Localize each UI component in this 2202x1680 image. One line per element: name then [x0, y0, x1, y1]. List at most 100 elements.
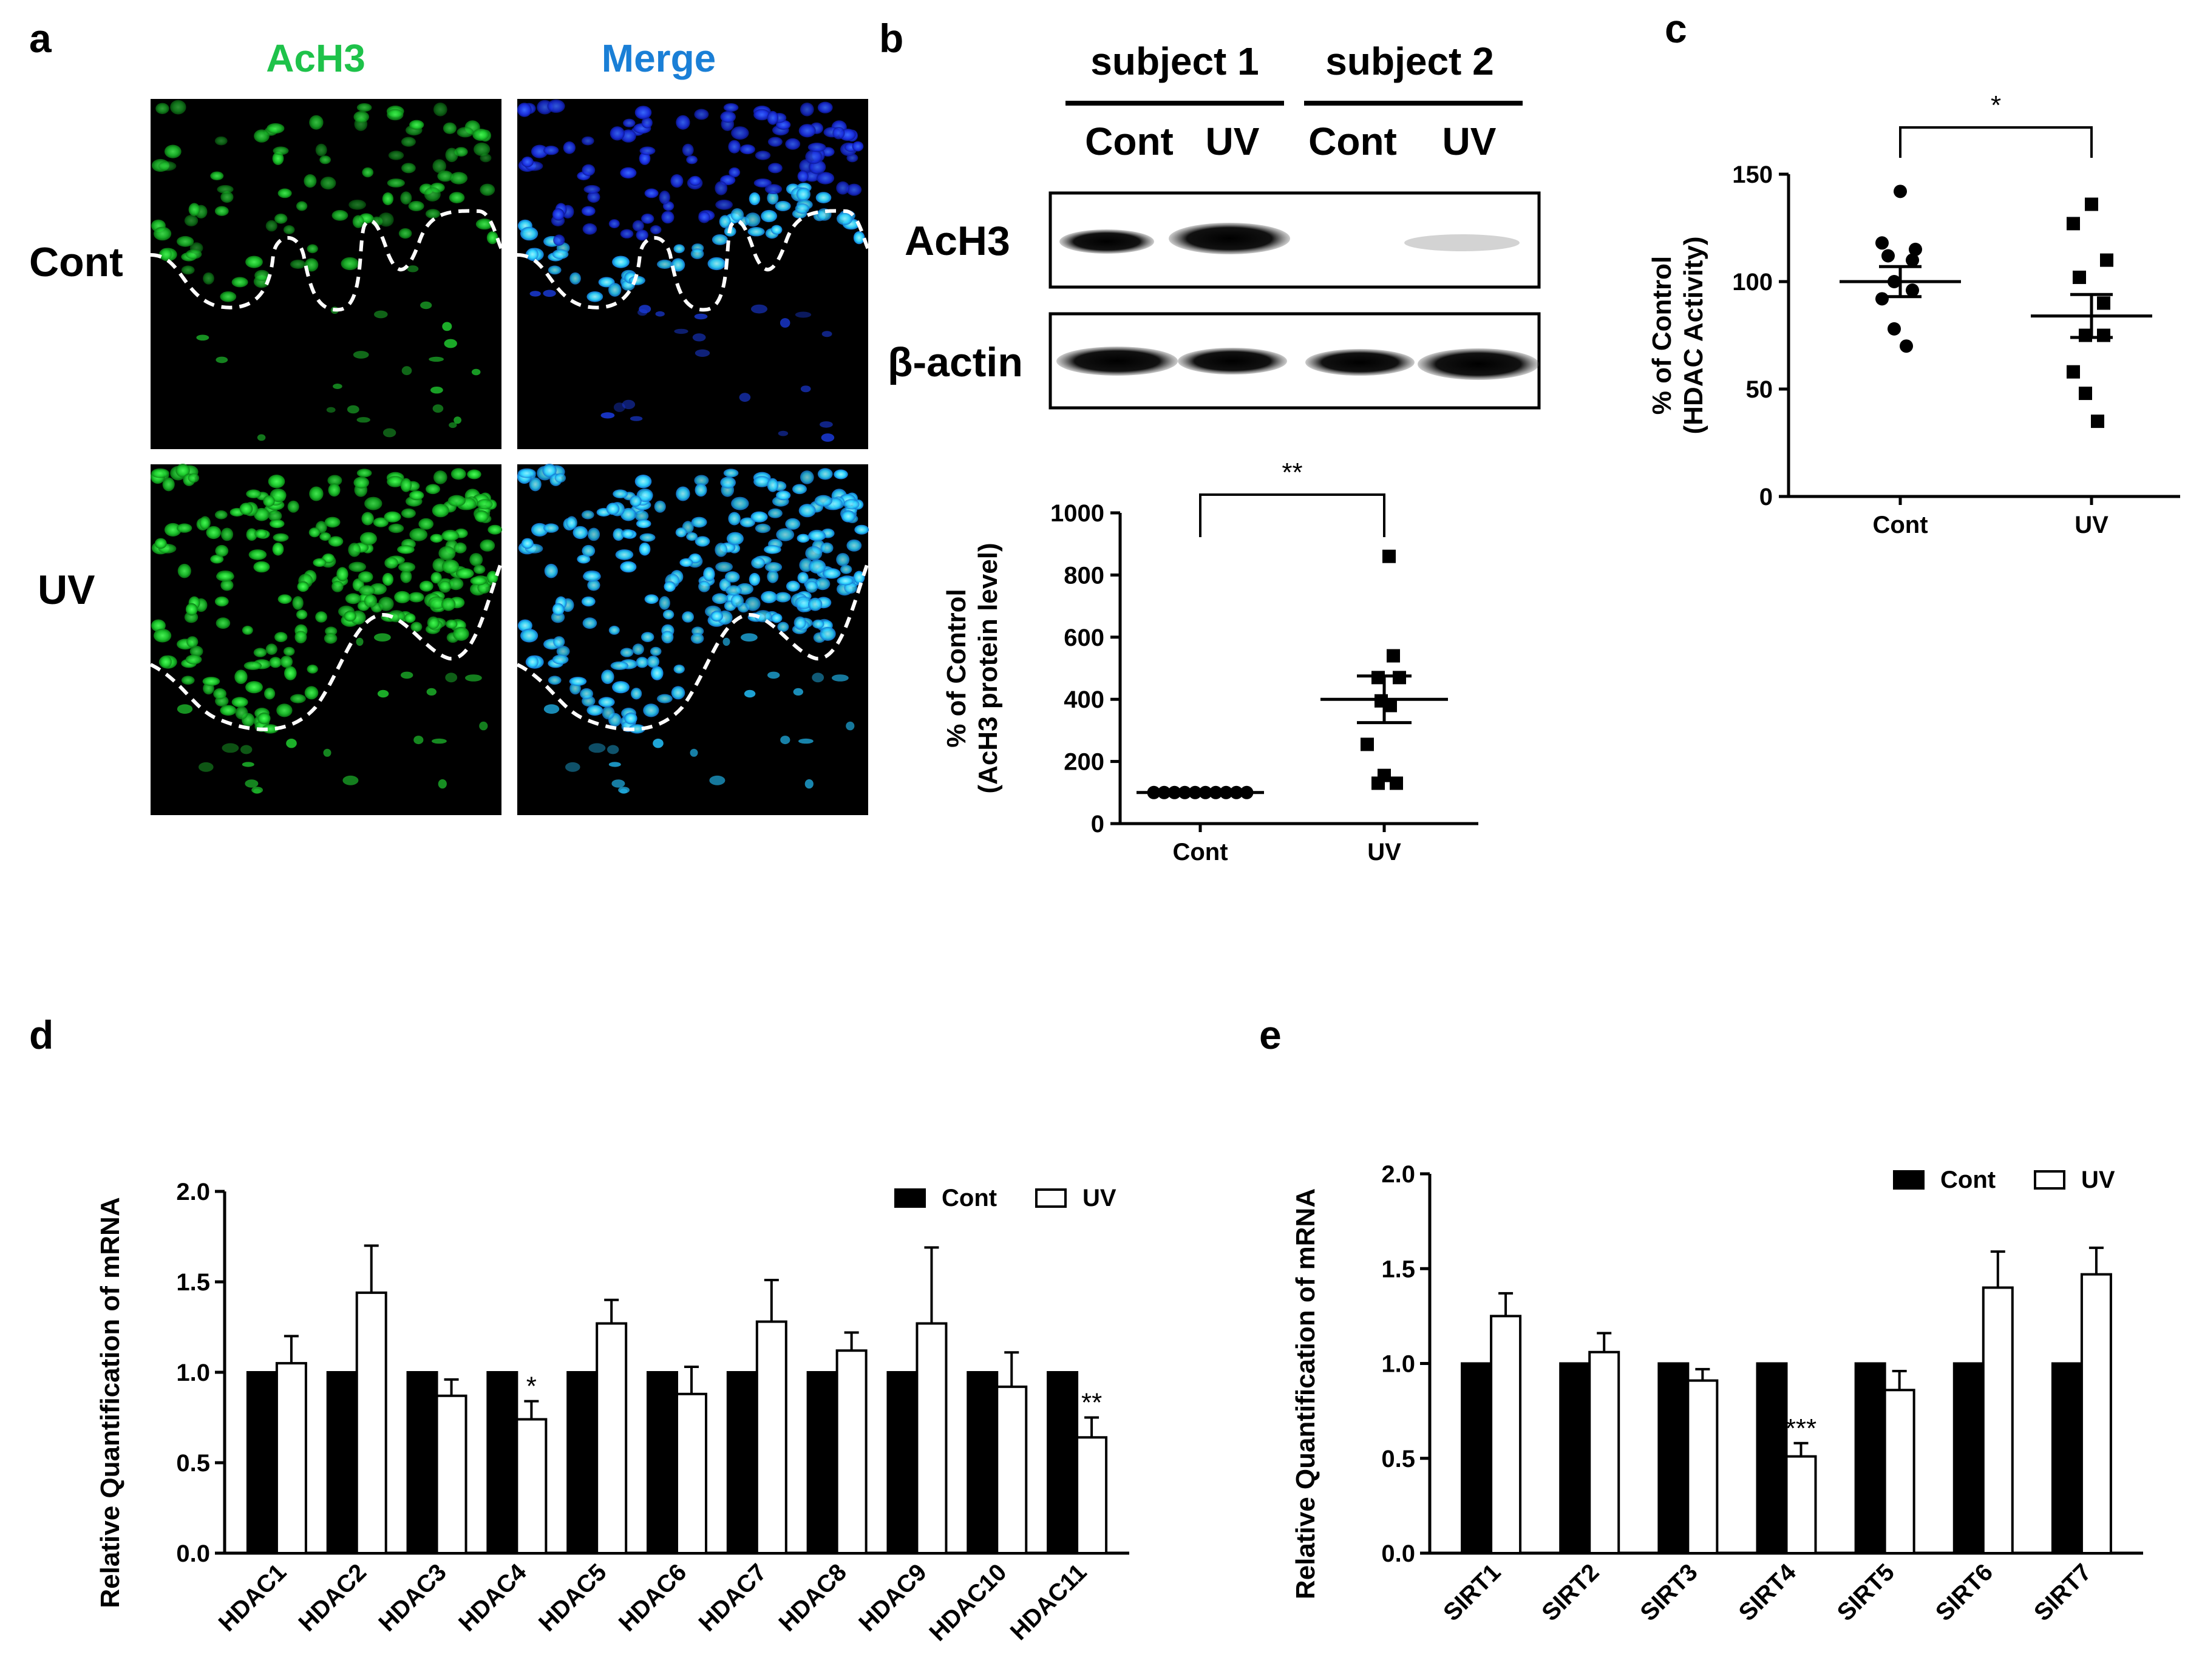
nucleus-uv-merge — [675, 527, 687, 538]
nucleus-uv-merge — [610, 661, 629, 670]
nucleus-uv-merge — [582, 617, 597, 629]
y-axis-label: % of Control(HDAC Activity) — [1647, 237, 1708, 435]
nucleus-cont-ach3 — [290, 259, 306, 269]
nucleus-uv-ach3 — [450, 468, 466, 480]
nucleus-cont-ach3-dermal — [444, 339, 457, 348]
nucleus-uv-merge — [690, 633, 704, 644]
nucleus-uv-ach3 — [480, 539, 495, 552]
nucleus-uv-merge — [613, 528, 624, 541]
nucleus-cont-merge — [694, 109, 709, 120]
nucleus-cont-ach3 — [409, 120, 424, 130]
nucleus-cont-ach3 — [272, 152, 284, 165]
nucleus-uv-merge — [671, 686, 685, 700]
nucleus-cont-ach3-dermal — [382, 428, 396, 438]
nucleus-cont-merge — [712, 234, 728, 245]
basement-membrane-line-cont-merge — [517, 209, 870, 312]
nucleus-uv-merge — [581, 596, 596, 607]
bar-uv-sirt3 — [1687, 1379, 1719, 1554]
nucleus-uv-ach3 — [185, 654, 202, 665]
nucleus-uv-merge — [712, 593, 728, 605]
nucleus-uv-merge — [837, 576, 854, 586]
nucleus-cont-ach3 — [457, 127, 474, 138]
nucleus-uv-ach3 — [254, 529, 267, 538]
nucleus-uv-merge — [795, 596, 812, 609]
nucleus-uv-merge — [820, 626, 836, 641]
nucleus-cont-merge — [552, 249, 569, 259]
nucleus-uv-merge — [755, 523, 771, 533]
nucleus-uv-merge — [664, 581, 676, 592]
nucleus-cont-ach3 — [304, 174, 317, 188]
nucleus-uv-ach3-dermal — [199, 762, 214, 772]
nucleus-uv-ach3 — [287, 500, 299, 513]
nucleus-cont-ach3 — [203, 272, 214, 285]
nucleus-uv-ach3 — [486, 571, 498, 584]
nucleus-uv-ach3 — [387, 610, 406, 623]
nucleus-cont-merge-dermal — [694, 313, 708, 320]
nucleus-uv-merge — [809, 559, 826, 574]
data-point-uv — [2073, 270, 2086, 284]
nucleus-uv-merge — [662, 609, 675, 620]
nucleus-uv-merge — [586, 705, 603, 716]
nucleus-cont-ach3 — [164, 144, 182, 158]
nucleus-uv-merge — [643, 703, 659, 717]
nucleus-cont-merge — [767, 137, 783, 147]
nucleus-cont-merge — [676, 115, 690, 130]
nucleus-uv-ach3 — [220, 705, 237, 716]
nucleus-uv-ach3 — [359, 532, 377, 546]
nucleus-uv-merge — [720, 476, 736, 489]
x-tick-label: HDAC3 — [373, 1559, 452, 1637]
nucleus-uv-merge-dermal — [741, 633, 758, 642]
nucleus-cont-merge — [707, 257, 726, 271]
nucleus-uv-ach3 — [319, 532, 331, 541]
nucleus-uv-merge — [695, 483, 707, 497]
nucleus-cont-merge — [853, 231, 865, 245]
y-tick-label: 50 — [1746, 376, 1773, 403]
nucleus-cont-merge — [543, 146, 559, 155]
nucleus-uv-merge — [797, 572, 809, 584]
nucleus-cont-merge-dermal — [739, 393, 751, 402]
nucleus-uv-merge — [554, 473, 566, 483]
nucleus-uv-merge — [542, 464, 557, 478]
nucleus-uv-merge — [695, 536, 710, 547]
nucleus-uv-merge — [644, 594, 659, 604]
nucleus-uv-merge — [726, 532, 744, 546]
nucleus-uv-ach3 — [409, 490, 424, 501]
nucleus-cont-ach3 — [320, 177, 336, 190]
nucleus-uv-merge-dermal — [611, 779, 625, 788]
nucleus-cont-ach3-dermal — [407, 265, 419, 273]
nucleus-uv-ach3 — [234, 669, 248, 684]
nucleus-uv-merge — [730, 594, 744, 608]
nucleus-uv-ach3 — [398, 562, 416, 572]
nucleus-uv-merge — [520, 628, 539, 643]
nucleus-cont-merge — [587, 191, 600, 203]
x-tick-label: HDAC1 — [214, 1559, 292, 1637]
nucleus-uv-ach3 — [253, 561, 270, 573]
band-actin-s1-cont — [1056, 347, 1178, 376]
y-axis-label-line: (HDAC Activity) — [1679, 237, 1708, 435]
nucleus-cont-merge — [610, 126, 625, 141]
nucleus-uv-merge — [654, 500, 666, 513]
nucleus-uv-ach3 — [177, 563, 191, 578]
bar-cont-sirt4 — [1756, 1362, 1788, 1554]
nucleus-uv-ach3-dermal — [438, 779, 447, 789]
nucleus-cont-merge — [688, 175, 701, 186]
chart-b-ach3-quantification: 0 200 400 600 800 1000 Cont UV % of Control(AcH3… — [942, 458, 1478, 865]
nucleus-cont-ach3 — [220, 191, 234, 203]
y-axis-label-line: (AcH3 protein level) — [973, 543, 1003, 793]
nucleus-cont-merge — [800, 103, 814, 117]
nucleus-uv-merge — [543, 523, 559, 533]
nucleus-cont-merge-dermal — [780, 318, 790, 328]
nucleus-cont-merge — [753, 109, 770, 121]
nucleus-cont-ach3 — [217, 185, 234, 194]
nucleus-cont-merge-dermal — [692, 333, 706, 342]
x-tick-label: HDAC6 — [614, 1559, 692, 1637]
data-point-uv — [2100, 253, 2113, 267]
nucleus-uv-merge — [639, 542, 651, 556]
nucleus-uv-ach3 — [151, 619, 166, 632]
bar-cont-hdac6 — [647, 1371, 678, 1554]
nucleus-uv-ach3 — [189, 645, 203, 657]
nucleus-uv-ach3 — [378, 597, 394, 611]
legend-label-uv: UV — [1082, 1185, 1116, 1211]
row-label-cont: Cont — [29, 239, 123, 285]
nucleus-cont-ach3 — [432, 159, 446, 174]
